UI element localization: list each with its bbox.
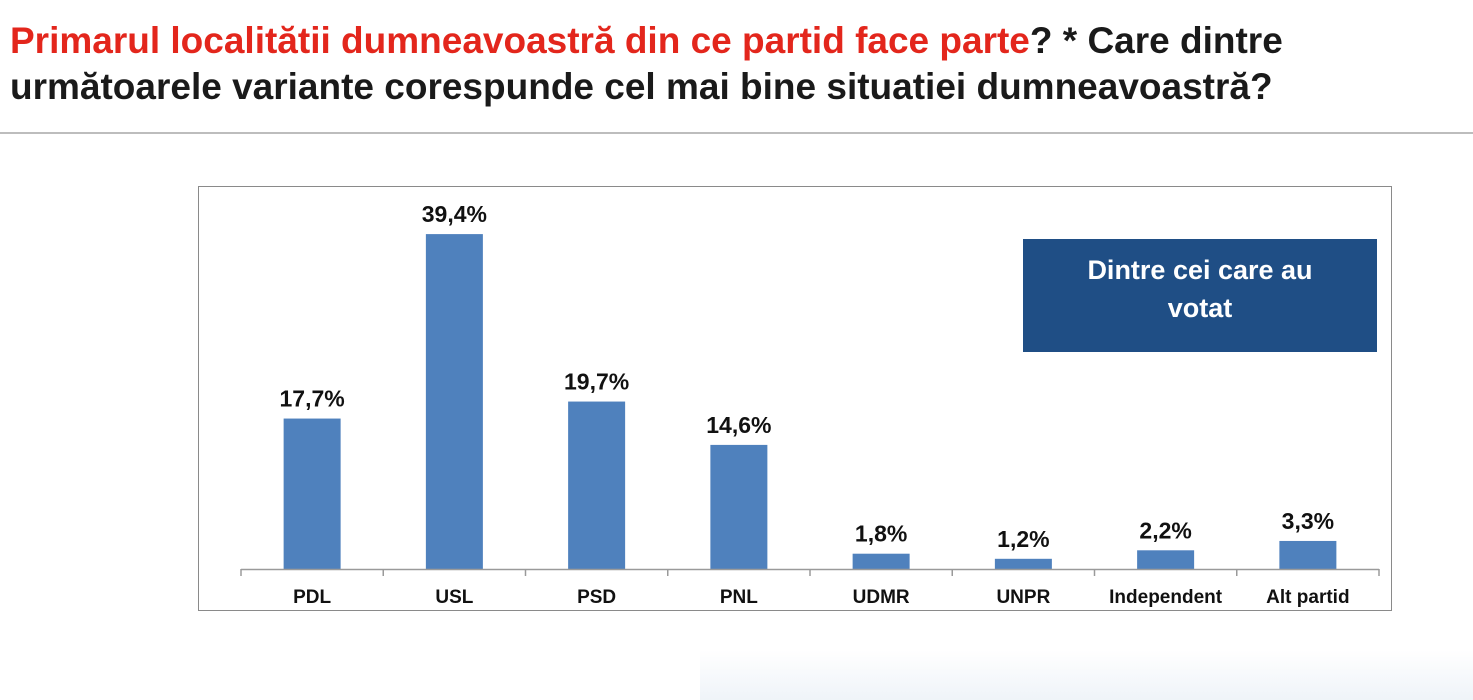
bar-udmr bbox=[852, 553, 910, 569]
value-label: 19,7% bbox=[564, 369, 629, 395]
bar-alt-partid bbox=[1279, 540, 1337, 569]
value-label: 39,4% bbox=[422, 201, 487, 227]
page-title-question: Primarul localitătii dumneavoastră din c… bbox=[10, 20, 1030, 61]
category-label: UNPR bbox=[996, 587, 1050, 608]
page-title: Primarul localitătii dumneavoastră din c… bbox=[10, 18, 1460, 110]
category-label: PDL bbox=[293, 587, 331, 608]
category-label: PNL bbox=[720, 587, 758, 608]
background-haze bbox=[700, 650, 1473, 700]
chart-frame: 17,7% 39,4% 19,7% 14,6% 1,8% 1,2% 2,2% 3,3% PDL… bbox=[198, 186, 1392, 611]
value-label: 14,6% bbox=[706, 412, 771, 438]
bars-group bbox=[283, 234, 1337, 569]
bar-pnl bbox=[710, 444, 768, 569]
bar-usl bbox=[425, 234, 483, 569]
category-label: Alt partid bbox=[1266, 587, 1349, 608]
value-label: 17,7% bbox=[280, 386, 345, 412]
bar-unpr bbox=[994, 558, 1052, 569]
value-label: 1,2% bbox=[997, 526, 1049, 552]
category-label: UDMR bbox=[853, 587, 910, 608]
page-title-continuation: ? * Care dintre următoarele variante cor… bbox=[10, 20, 1283, 107]
x-axis bbox=[240, 568, 1380, 576]
value-labels-group: 17,7% 39,4% 19,7% 14,6% 1,8% 1,2% 2,2% 3,3% bbox=[280, 201, 1335, 552]
category-label: Independent bbox=[1109, 587, 1223, 608]
category-labels-group: PDL USL PSD PNL UDMR UNPR Independent Alt parti… bbox=[293, 587, 1349, 608]
bar-independent bbox=[1137, 550, 1195, 569]
value-label: 1,8% bbox=[855, 521, 907, 547]
category-label: USL bbox=[435, 587, 473, 608]
bar-psd bbox=[568, 401, 626, 569]
bar-pdl bbox=[283, 418, 341, 569]
title-divider bbox=[0, 132, 1473, 134]
value-label: 2,2% bbox=[1139, 517, 1191, 543]
note-box: Dintre cei care au votat bbox=[1023, 239, 1377, 352]
category-label: PSD bbox=[577, 587, 616, 608]
value-label: 3,3% bbox=[1282, 508, 1334, 534]
bar-chart: 17,7% 39,4% 19,7% 14,6% 1,8% 1,2% 2,2% 3,3% PDL… bbox=[240, 201, 1380, 608]
